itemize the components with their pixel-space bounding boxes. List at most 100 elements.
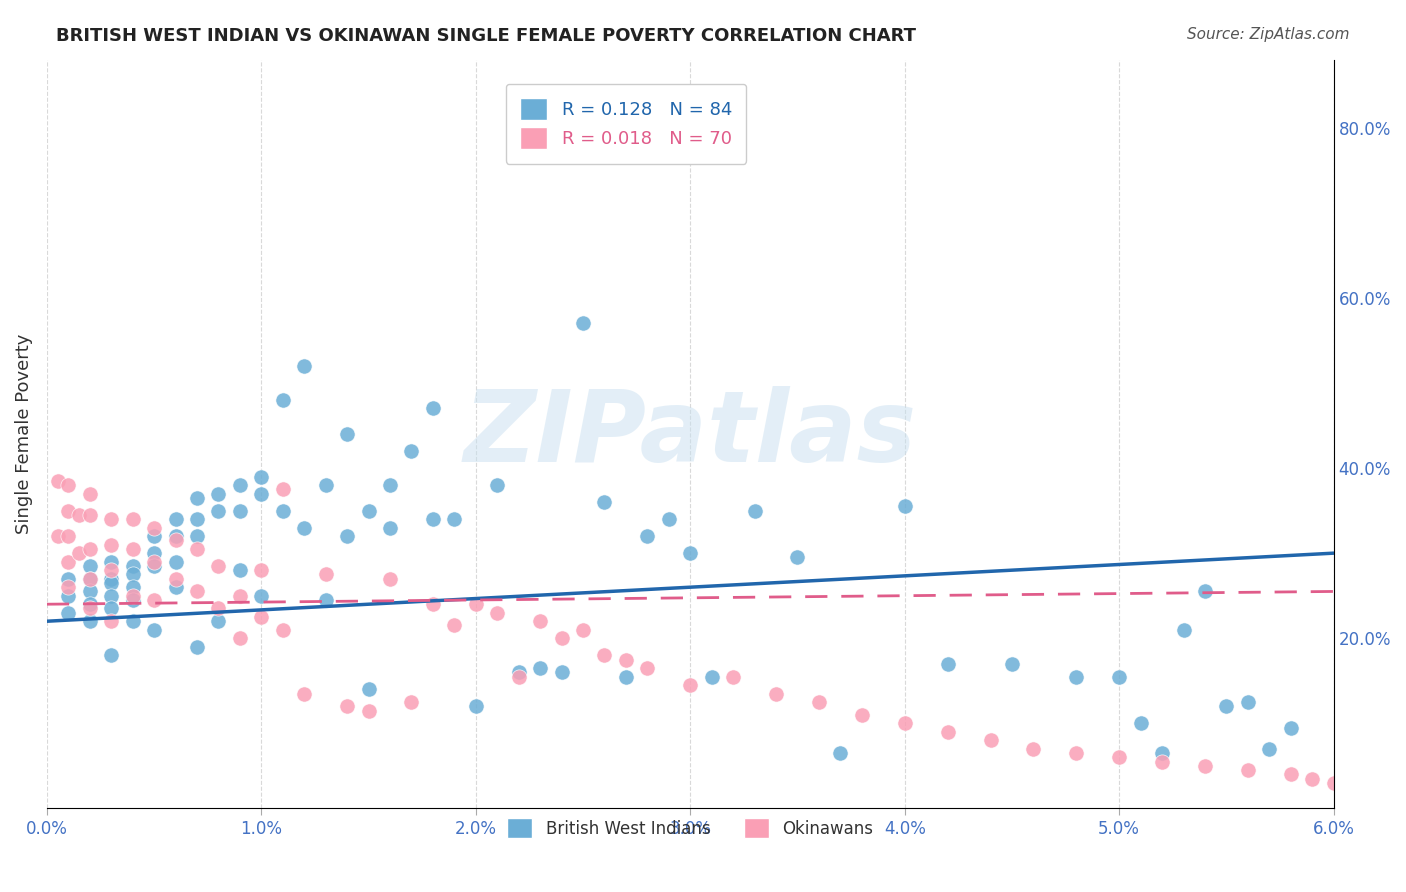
Point bbox=[165, 580, 187, 594]
Point bbox=[121, 580, 143, 594]
Point bbox=[229, 503, 252, 517]
Point bbox=[979, 733, 1001, 747]
Point bbox=[1194, 759, 1216, 773]
Point bbox=[229, 632, 252, 646]
Point bbox=[250, 486, 273, 500]
Point bbox=[1323, 776, 1346, 790]
Point bbox=[336, 699, 359, 714]
Point bbox=[58, 478, 80, 492]
Point bbox=[58, 555, 80, 569]
Point bbox=[1129, 716, 1152, 731]
Point bbox=[422, 512, 444, 526]
Point bbox=[207, 558, 229, 573]
Point bbox=[786, 550, 808, 565]
Point bbox=[1215, 699, 1237, 714]
Point bbox=[572, 317, 595, 331]
Point bbox=[121, 558, 143, 573]
Point bbox=[143, 529, 166, 543]
Point bbox=[378, 521, 401, 535]
Point bbox=[1064, 669, 1087, 683]
Point bbox=[186, 512, 208, 526]
Point bbox=[271, 483, 294, 497]
Point bbox=[165, 555, 187, 569]
Point bbox=[1001, 657, 1024, 671]
Point bbox=[165, 512, 187, 526]
Point bbox=[508, 669, 530, 683]
Point bbox=[378, 478, 401, 492]
Point bbox=[46, 529, 69, 543]
Point bbox=[765, 687, 787, 701]
Point bbox=[79, 601, 101, 615]
Text: ZIPatlas: ZIPatlas bbox=[464, 385, 917, 483]
Point bbox=[464, 597, 486, 611]
Point bbox=[58, 529, 80, 543]
Point bbox=[572, 623, 595, 637]
Point bbox=[851, 707, 873, 722]
Point bbox=[79, 584, 101, 599]
Point bbox=[486, 606, 509, 620]
Point bbox=[143, 593, 166, 607]
Point bbox=[807, 695, 830, 709]
Point bbox=[100, 563, 122, 577]
Point bbox=[1279, 767, 1302, 781]
Point bbox=[529, 661, 551, 675]
Point bbox=[378, 572, 401, 586]
Point bbox=[229, 589, 252, 603]
Point bbox=[422, 597, 444, 611]
Point bbox=[58, 589, 80, 603]
Point bbox=[1279, 721, 1302, 735]
Point bbox=[292, 687, 315, 701]
Point bbox=[336, 427, 359, 442]
Point bbox=[67, 546, 90, 560]
Point bbox=[121, 541, 143, 556]
Text: BRITISH WEST INDIAN VS OKINAWAN SINGLE FEMALE POVERTY CORRELATION CHART: BRITISH WEST INDIAN VS OKINAWAN SINGLE F… bbox=[56, 27, 917, 45]
Point bbox=[250, 610, 273, 624]
Point bbox=[936, 724, 959, 739]
Point bbox=[721, 669, 744, 683]
Point bbox=[357, 503, 380, 517]
Point bbox=[121, 567, 143, 582]
Y-axis label: Single Female Poverty: Single Female Poverty bbox=[15, 334, 32, 534]
Point bbox=[207, 503, 229, 517]
Point bbox=[614, 669, 637, 683]
Point bbox=[593, 648, 616, 663]
Point bbox=[1108, 669, 1130, 683]
Point bbox=[100, 555, 122, 569]
Point bbox=[250, 563, 273, 577]
Point bbox=[207, 601, 229, 615]
Point bbox=[636, 661, 658, 675]
Point bbox=[292, 359, 315, 373]
Point bbox=[271, 392, 294, 407]
Point bbox=[79, 486, 101, 500]
Point bbox=[121, 589, 143, 603]
Point bbox=[250, 469, 273, 483]
Legend: British West Indians, Okinawans: British West Indians, Okinawans bbox=[501, 812, 880, 845]
Point bbox=[700, 669, 723, 683]
Point bbox=[79, 597, 101, 611]
Point bbox=[100, 589, 122, 603]
Point bbox=[1152, 755, 1174, 769]
Point bbox=[79, 558, 101, 573]
Point bbox=[271, 503, 294, 517]
Point bbox=[508, 665, 530, 680]
Point bbox=[614, 652, 637, 666]
Point bbox=[550, 632, 572, 646]
Point bbox=[401, 444, 423, 458]
Point bbox=[357, 682, 380, 697]
Point bbox=[679, 546, 702, 560]
Point bbox=[1237, 695, 1260, 709]
Point bbox=[893, 716, 915, 731]
Point bbox=[1152, 746, 1174, 760]
Point bbox=[893, 500, 915, 514]
Point bbox=[1064, 746, 1087, 760]
Point bbox=[443, 512, 465, 526]
Point bbox=[464, 699, 486, 714]
Point bbox=[143, 558, 166, 573]
Point bbox=[186, 584, 208, 599]
Point bbox=[336, 529, 359, 543]
Point bbox=[636, 529, 658, 543]
Point bbox=[1108, 750, 1130, 764]
Point bbox=[165, 529, 187, 543]
Point bbox=[1237, 763, 1260, 777]
Point bbox=[315, 478, 337, 492]
